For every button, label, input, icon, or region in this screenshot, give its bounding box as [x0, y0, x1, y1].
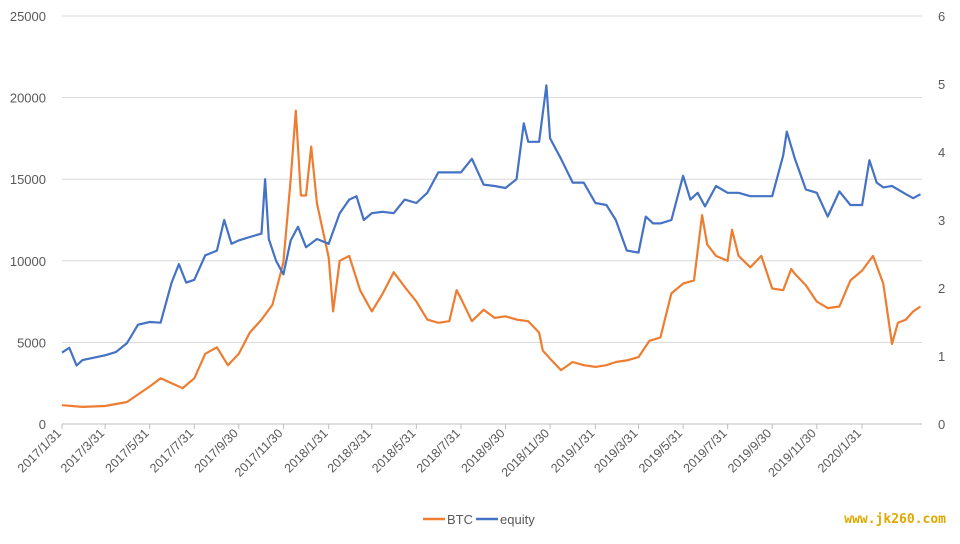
- x-tick-label: 2017/1/31: [15, 426, 64, 475]
- series-line-equity: [61, 84, 922, 367]
- legend-label-btc: BTC: [447, 512, 473, 527]
- y-right-tick-label: 4: [938, 145, 945, 160]
- x-tick-label: 2019/5/31: [636, 426, 685, 475]
- y-right-tick-label: 0: [938, 417, 945, 432]
- y-right-tick-label: 3: [938, 213, 945, 228]
- y-right-tick-label: 2: [938, 281, 945, 296]
- y-left-tick-label: 10000: [10, 254, 46, 269]
- x-tick-label: 2017/7/31: [147, 426, 196, 475]
- gridlines: [62, 15, 922, 425]
- x-tick-label: 2018/3/31: [325, 426, 374, 475]
- x-tick-label: 2019/7/31: [681, 426, 730, 475]
- y-left-tick-label: 15000: [10, 172, 46, 187]
- watermark: www.jk260.com: [844, 512, 946, 527]
- y-left-tick-label: 5000: [17, 335, 46, 350]
- x-tick-label: 2018/11/30: [499, 426, 553, 480]
- x-tick-label: 2019/3/31: [591, 426, 640, 475]
- y-right-tick-label: 1: [938, 349, 945, 364]
- x-tick-label: 2019/11/30: [765, 426, 819, 480]
- y-left-tick-label: 25000: [10, 9, 46, 24]
- y-axis-right: 0 1 2 3 4 5 6: [938, 9, 945, 432]
- x-tick-label: 2020/1/31: [815, 426, 864, 475]
- x-tick-label: 2018/7/31: [414, 426, 463, 475]
- y-axis-left: 0 5000 10000 15000 20000 25000: [10, 9, 46, 432]
- y-right-tick-label: 6: [938, 9, 945, 24]
- x-tick-label: 2019/1/31: [548, 426, 597, 475]
- x-tick-label: 2017/3/31: [58, 426, 107, 475]
- series-lines: [61, 84, 922, 408]
- y-left-tick-label: 0: [39, 417, 46, 432]
- series-line-btc: [61, 109, 922, 408]
- legend: BTC equity: [423, 512, 535, 527]
- legend-label-equity: equity: [500, 512, 535, 527]
- x-tick-label: 2018/1/31: [282, 426, 331, 475]
- x-tick-label: 2017/5/31: [103, 426, 152, 475]
- x-tick-label: 2017/11/30: [232, 426, 286, 480]
- y-right-tick-label: 5: [938, 77, 945, 92]
- y-left-tick-label: 20000: [10, 91, 46, 106]
- x-tick-label: 2018/5/31: [369, 426, 418, 475]
